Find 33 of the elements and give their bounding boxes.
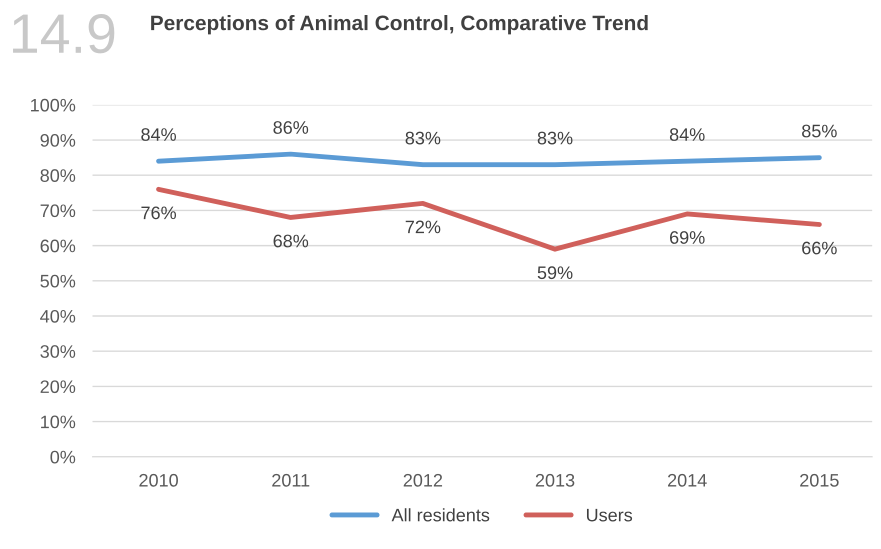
y-tick-label: 50% — [40, 274, 76, 288]
x-tick-label: 2015 — [800, 474, 839, 487]
x-tick-label: 2013 — [536, 474, 574, 487]
y-tick-label: 60% — [40, 240, 76, 252]
chart-title: Perceptions of Animal Control, Comparative Trend — [151, 14, 648, 34]
data-label: 85% — [802, 124, 837, 138]
data-label: 84% — [141, 128, 176, 141]
y-tick-label: 30% — [40, 345, 76, 358]
y-tick-label: 0% — [50, 450, 76, 464]
data-label: 86% — [273, 121, 308, 134]
data-label: 66% — [802, 242, 837, 254]
data-label: 84% — [670, 128, 705, 141]
y-tick-label: 70% — [40, 204, 76, 218]
y-tick-label: 100% — [31, 98, 76, 112]
line-series — [156, 152, 822, 168]
y-tick-label: 90% — [40, 134, 76, 147]
data-label: 59% — [538, 266, 572, 280]
data-label: 68% — [274, 234, 308, 248]
x-tick-label: 2010 — [139, 474, 178, 487]
y-tick-label: 80% — [40, 169, 76, 182]
x-tick-label: 2011 — [272, 474, 310, 487]
y-tick-label: 20% — [40, 380, 76, 394]
data-label: 72% — [406, 220, 440, 234]
data-label: 76% — [141, 206, 176, 220]
y-tick-label: 40% — [40, 310, 76, 323]
legend-label: Users — [586, 508, 632, 522]
x-tick-label: 2012 — [404, 474, 442, 487]
x-tick-label: 2014 — [668, 474, 707, 487]
y-tick-label: 10% — [41, 416, 76, 428]
data-label: 69% — [670, 231, 705, 244]
legend-label: All residents — [392, 508, 490, 522]
data-label: 83% — [406, 132, 440, 144]
data-label: 83% — [538, 132, 572, 144]
